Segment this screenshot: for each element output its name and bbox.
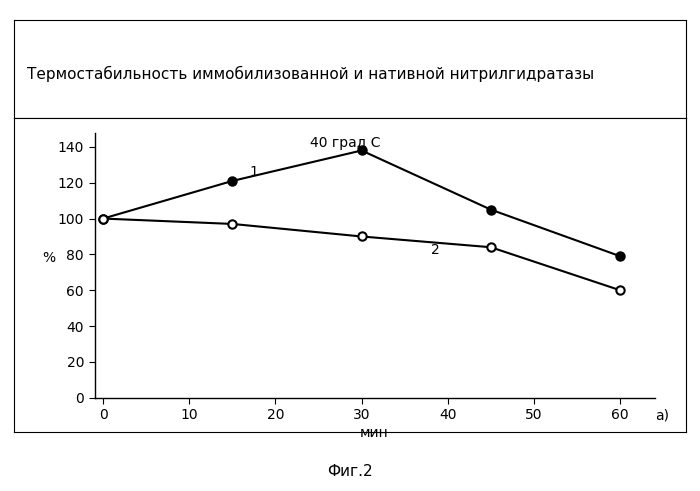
- Text: Фиг.2: Фиг.2: [327, 464, 373, 479]
- Text: а): а): [655, 409, 669, 423]
- Text: Термостабильность иммобилизованной и нативной нитрилгидратазы: Термостабильность иммобилизованной и нат…: [27, 66, 594, 82]
- Text: 1: 1: [250, 164, 258, 179]
- X-axis label: мин: мин: [360, 426, 389, 440]
- Y-axis label: % : %: [43, 251, 61, 265]
- Text: 40 град С: 40 град С: [310, 136, 380, 150]
- Text: 2: 2: [430, 244, 440, 257]
